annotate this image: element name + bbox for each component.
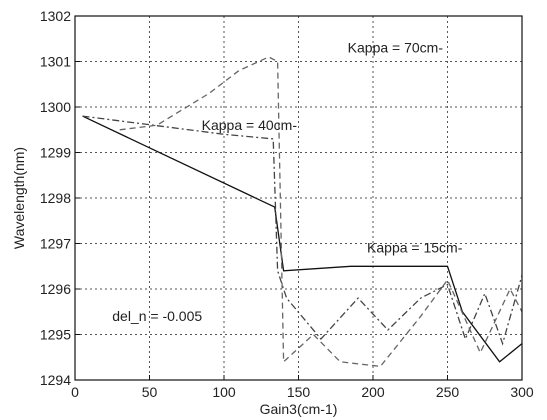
y-tick-label: 1299: [40, 145, 71, 161]
x-tick-label: 100: [212, 384, 236, 400]
y-tick-label: 1301: [40, 54, 71, 70]
y-tick-label: 1296: [40, 281, 71, 297]
x-tick-label: 250: [436, 384, 460, 400]
x-tick-label: 300: [510, 384, 534, 400]
x-tick-label: 150: [287, 384, 311, 400]
annotation-3: Kappa = 15cm-: [367, 240, 463, 256]
y-tick-label: 1298: [40, 190, 71, 206]
x-tick-label: 50: [142, 384, 158, 400]
y-tick-label: 1297: [40, 236, 71, 252]
y-axis-label: Wavelength(nm): [11, 147, 27, 249]
annotations: Kappa = 70cm- Kappa = 40cm- Kappa = 15cm-d…: [112, 39, 462, 323]
series-lines: [82, 56, 523, 368]
series-line-3: [119, 56, 523, 368]
gridlines: [75, 16, 522, 380]
y-tick-label: 1295: [40, 327, 71, 343]
x-tick-label: 200: [361, 384, 385, 400]
annotation-4: del_n = -0.005: [112, 308, 202, 324]
annotation-2: Kappa = 40cm-: [202, 117, 298, 133]
annotation-1: Kappa = 70cm-: [348, 39, 444, 55]
tick-labels: 0 50 100 150 200 250 300 1294 1295 1296 1297 1298 12…: [40, 8, 534, 400]
x-axis-label: Gain3(cm-1): [260, 401, 338, 417]
y-tick-label: 1294: [40, 372, 71, 388]
series-line-2: [82, 115, 523, 346]
y-tick-label: 1300: [40, 99, 71, 115]
y-tick-label: 1302: [40, 8, 71, 24]
x-tick-label: 0: [71, 384, 79, 400]
